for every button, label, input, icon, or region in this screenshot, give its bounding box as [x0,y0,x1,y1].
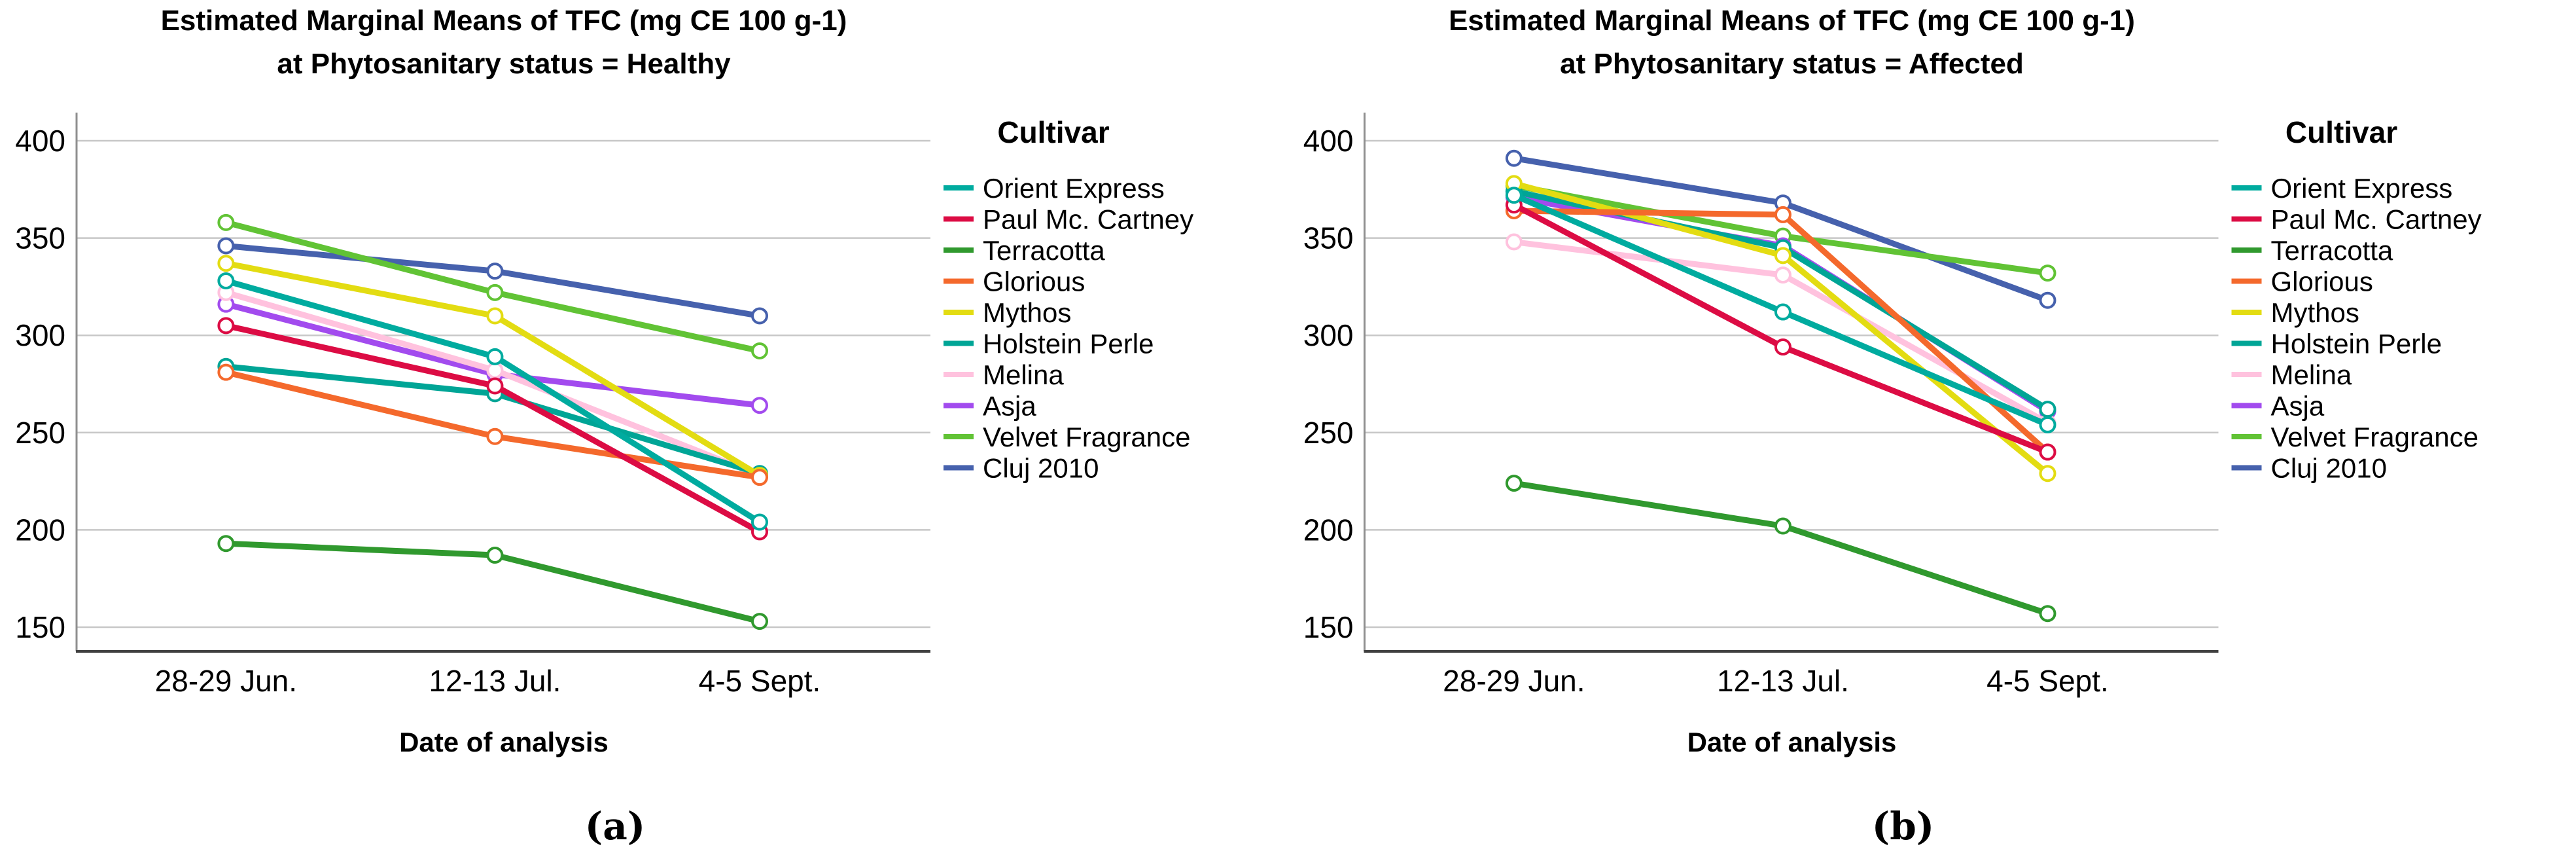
x-tick-label: 4-5 Sept. [1986,664,2109,698]
data-point-cluj-2010-0 [1505,149,1523,167]
legend-label-asja: Asja [983,391,1036,422]
chart-title: Estimated Marginal Means of TFC (mg CE 1… [161,5,847,37]
line-chart-healthy: Estimated Marginal Means of TFC (mg CE 1… [15,5,1193,848]
data-point-melina-1 [486,361,504,379]
data-point-velvet-fragrance-2 [751,342,768,359]
chart-title: Estimated Marginal Means of TFC (mg CE 1… [1449,5,2135,37]
legend-label-asja: Asja [2271,391,2325,422]
legend-label-cluj-2010: Cluj 2010 [2271,453,2387,484]
data-point-terracotta-1 [1774,517,1791,535]
data-point-orient-express-2 [751,513,768,531]
legend-label-velvet-fragrance: Velvet Fragrance [983,422,1191,452]
panel-caption: (a) [585,804,645,848]
data-point-terracotta-2 [2039,605,2056,623]
legend-label-orient-express: Orient Express [2271,173,2453,204]
legend-label-velvet-fragrance: Velvet Fragrance [2271,422,2479,452]
data-point-orient-express-0 [1505,187,1523,204]
series-line-terracotta [1511,480,2051,617]
y-tick-label: 350 [1303,221,1354,255]
y-tick-label: 400 [15,124,65,158]
data-point-orient-express-0 [217,272,235,289]
data-point-cluj-2010-2 [751,307,768,325]
data-point-mythos-2 [2039,465,2056,482]
legend-label-glorious: Glorious [983,266,1085,297]
legend-label-mythos: Mythos [2271,297,2359,328]
y-tick-label: 250 [15,416,65,450]
x-tick-label: 12-13 Jul. [1717,664,1849,698]
legend-label-holstein-perle: Holstein Perle [983,329,1154,359]
data-point-terracotta-1 [486,547,504,564]
y-tick-label: 250 [1303,416,1354,450]
legend-title: Cultivar [2285,115,2397,149]
x-tick-label: 28-29 Jun. [1443,664,1585,698]
y-tick-label: 300 [1303,318,1354,352]
legend-label-orient-express: Orient Express [983,173,1165,204]
data-point-glorious-0 [217,363,235,381]
data-point-paul-mc-cartney-2 [2039,443,2056,461]
data-point-melina-1 [1774,266,1791,284]
data-point-mythos-1 [486,307,504,325]
legend-label-terracotta: Terracotta [983,235,1105,266]
legend-label-melina: Melina [983,359,1064,390]
data-point-paul-mc-cartney-1 [486,377,504,395]
y-tick-label: 400 [1303,124,1354,158]
line-chart-affected: Estimated Marginal Means of TFC (mg CE 1… [1303,5,2482,848]
data-point-cluj-2010-1 [486,263,504,280]
data-point-terracotta-0 [217,535,235,553]
x-axis-title: Date of analysis [399,727,609,757]
data-point-velvet-fragrance-2 [2039,264,2056,282]
chart-subtitle: at Phytosanitary status = Affected [1560,48,2024,80]
data-point-paul-mc-cartney-0 [217,317,235,335]
legend-label-cluj-2010: Cluj 2010 [983,453,1099,484]
data-point-glorious-1 [1774,206,1791,223]
data-point-asja-2 [751,397,768,414]
legend-label-paul-mc-cartney: Paul Mc. Cartney [983,204,1193,235]
x-axis-title: Date of analysis [1687,727,1897,757]
y-tick-label: 200 [15,513,65,547]
data-point-paul-mc-cartney-1 [1774,338,1791,356]
data-point-mythos-0 [217,255,235,272]
data-point-glorious-1 [486,428,504,445]
y-tick-label: 350 [15,221,65,255]
legend-label-mythos: Mythos [983,297,1071,328]
data-point-terracotta-2 [751,613,768,630]
legend-label-terracotta: Terracotta [2271,235,2393,266]
y-tick-label: 150 [15,610,65,644]
data-point-orient-express-1 [486,348,504,365]
data-point-orient-express-2 [2039,416,2056,433]
data-point-melina-0 [1505,233,1523,251]
data-point-mythos-1 [1774,247,1791,264]
legend-title: Cultivar [997,115,1109,149]
legend-label-paul-mc-cartney: Paul Mc. Cartney [2271,204,2482,235]
y-tick-label: 200 [1303,513,1354,547]
data-point-velvet-fragrance-0 [217,213,235,231]
data-point-glorious-2 [751,469,768,486]
data-point-velvet-fragrance-1 [486,283,504,301]
data-point-cluj-2010-2 [2039,291,2056,309]
x-tick-label: 12-13 Jul. [429,664,561,698]
legend-label-holstein-perle: Holstein Perle [2271,329,2442,359]
data-point-terracotta-0 [1505,475,1523,492]
data-point-orient-express-1 [1774,303,1791,321]
y-tick-label: 150 [1303,610,1354,644]
x-tick-label: 4-5 Sept. [699,664,821,698]
y-tick-label: 300 [15,318,65,352]
legend-label-glorious: Glorious [2271,266,2373,297]
panel-caption: (b) [1872,804,1934,848]
x-tick-label: 28-29 Jun. [155,664,297,698]
data-point-cluj-2010-0 [217,237,235,255]
legend-label-melina: Melina [2271,359,2352,390]
chart-subtitle: at Phytosanitary status = Healthy [277,48,731,80]
data-point-holstein-perle-2 [2039,401,2056,418]
